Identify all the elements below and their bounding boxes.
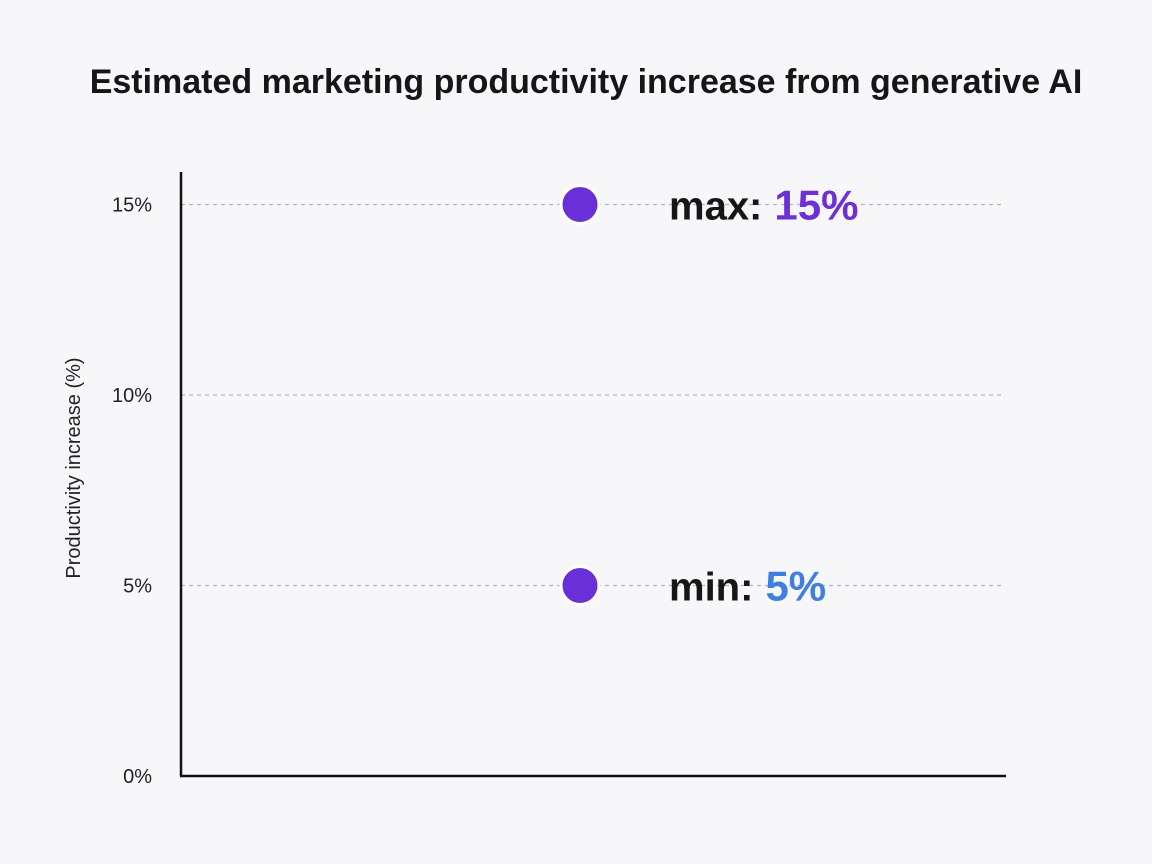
min-annotation: min: 5% [669,563,826,610]
y-axis-label: Productivity increase (%) [63,357,85,578]
y-tick-label-0: 0% [123,766,152,788]
min-annotation-label: min: [669,566,753,610]
max-annotation: max: 15% [669,182,858,229]
y-tick-label-15: 15% [112,195,152,217]
min-marker [559,565,601,606]
max-marker [559,184,601,225]
max-annotation-label: max: [669,185,762,229]
annotations: max: 15% min: 5% [669,182,858,610]
y-axis-ticks: 0% 5% 10% 15% [112,195,152,789]
chart-title: Estimated marketing productivity increas… [90,63,1083,101]
y-tick-label-5: 5% [123,576,152,598]
max-annotation-value: 15% [774,182,858,229]
gridlines [181,203,1005,587]
y-tick-label-10: 10% [112,385,152,407]
min-annotation-value: 5% [765,563,826,610]
